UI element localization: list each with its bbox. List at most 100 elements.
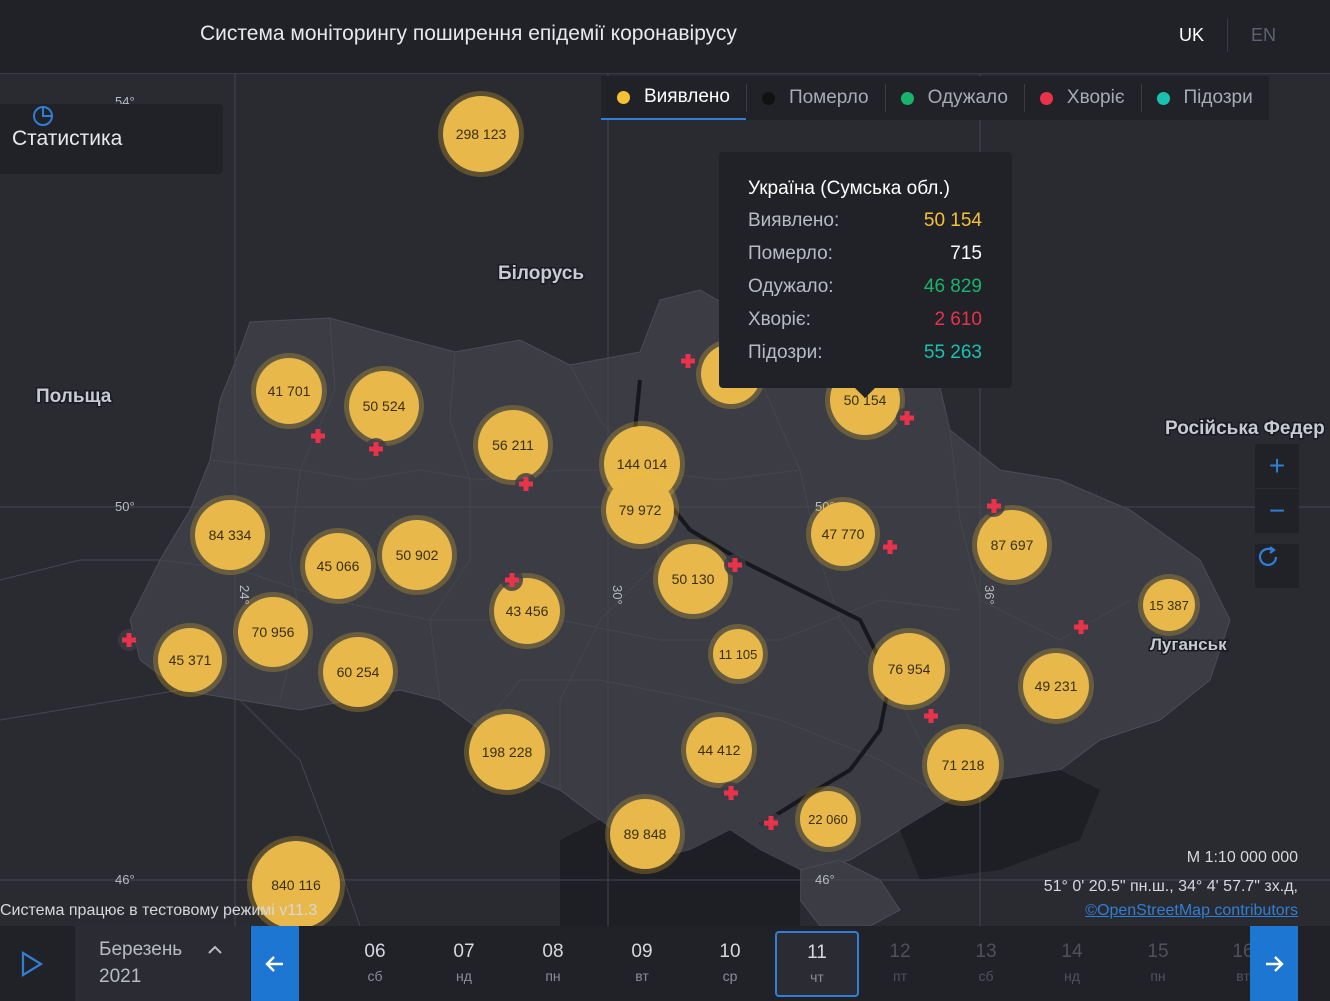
cluster-bubble — [382, 520, 452, 590]
cluster-bubble — [443, 96, 519, 172]
day-09[interactable]: 09 вт — [607, 926, 677, 1001]
filter-dot — [1039, 91, 1053, 105]
cross-icon — [315, 429, 321, 443]
cluster-count: 71 218 — [942, 757, 985, 773]
case-cluster[interactable]: 50 130 — [653, 539, 733, 619]
statistics-button[interactable]: Статистика — [0, 104, 223, 174]
hospital-marker — [720, 782, 742, 804]
case-cluster[interactable]: 50 902 — [377, 515, 457, 595]
case-cluster[interactable]: 198 228 — [464, 709, 550, 795]
case-cluster[interactable]: 45 371 — [153, 623, 227, 697]
refresh-icon — [1258, 546, 1278, 566]
day-10[interactable]: 10 ср — [695, 926, 765, 1001]
zoom-out-button[interactable]: − — [1255, 489, 1299, 533]
case-cluster[interactable]: 22 060 — [795, 786, 861, 852]
hospital-marker — [879, 536, 901, 558]
lang-en-button[interactable]: EN — [1251, 25, 1277, 45]
hospital-marker — [920, 705, 942, 727]
cluster-count: 50 524 — [363, 398, 406, 414]
cursor-coordinates: 51° 0' 20.5" пн.ш., 34° 4' 57.7" зх.д, — [1043, 878, 1298, 895]
case-cluster[interactable]: 43 456 — [489, 573, 565, 649]
cluster-count: 45 066 — [317, 558, 360, 574]
day-14[interactable]: 14 нд — [1037, 926, 1107, 1001]
day-15[interactable]: 15 пн — [1123, 926, 1193, 1001]
case-cluster[interactable]: 44 412 — [681, 712, 757, 788]
case-cluster[interactable]: 50 524 — [344, 366, 424, 446]
case-cluster[interactable]: 41 701 — [251, 353, 327, 429]
cluster-count: 56 211 — [492, 437, 534, 453]
filter-recovered[interactable]: Одужало — [884, 76, 1024, 120]
cluster-count: 44 412 — [698, 742, 741, 758]
day-number: 11 — [807, 942, 827, 963]
minus-icon: − — [1268, 495, 1286, 526]
case-cluster[interactable]: 45 066 — [300, 528, 376, 604]
cluster-count: 50 902 — [396, 547, 439, 563]
filter-label: Одужало — [927, 87, 1008, 108]
filter-label: Підозри — [1183, 87, 1253, 108]
play-button[interactable] — [0, 926, 63, 1001]
day-07[interactable]: 07 нд — [429, 926, 499, 1001]
cross-icon — [373, 442, 379, 456]
tooltip-row: Одужало: 46 829 — [748, 276, 982, 298]
case-cluster[interactable]: 56 211 — [473, 405, 553, 485]
case-clusters[interactable]: 298 123 41 701 50 524 56 211 144 014 79 972 84… — [153, 91, 1200, 926]
app-title: Система моніторингу поширення епідемії к… — [200, 22, 737, 45]
month-selector[interactable]: Березень 2021 — [75, 926, 250, 1001]
filter-suspected[interactable]: Підозри — [1140, 76, 1269, 120]
lon-label: 30° — [610, 585, 625, 605]
tooltip-row: Підозри: 55 263 — [748, 342, 982, 364]
case-cluster[interactable]: 79 972 — [601, 471, 679, 549]
case-cluster[interactable]: 298 123 — [438, 91, 524, 177]
case-cluster[interactable]: 89 848 — [605, 794, 685, 874]
cluster-bubble — [469, 714, 545, 790]
case-cluster[interactable]: 840 116 — [247, 836, 345, 926]
zoom-in-button[interactable]: + — [1255, 444, 1299, 488]
filter-sick[interactable]: Хворіє — [1023, 76, 1141, 120]
day-number: 08 — [542, 941, 564, 962]
lang-uk-button[interactable]: UK — [1179, 25, 1205, 45]
day-06[interactable]: 06 сб — [340, 926, 410, 1001]
timeline-bar: Березень 2021 06 сб 07 нд 08 пн 09 вт 10 ср 11 чт 12… — [0, 926, 1330, 1001]
chevron-up-icon — [208, 945, 222, 954]
case-cluster[interactable]: 87 697 — [972, 505, 1052, 585]
day-13[interactable]: 13 сб — [951, 926, 1021, 1001]
case-cluster[interactable]: 11 105 — [708, 624, 768, 684]
case-cluster[interactable]: 60 254 — [318, 632, 398, 712]
day-11[interactable]: 11 чт — [775, 931, 859, 997]
day-12[interactable]: 12 пт — [865, 926, 935, 1001]
osm-attribution-link[interactable]: ©OpenStreetMap contributors — [1085, 902, 1298, 919]
cluster-bubble — [238, 597, 308, 667]
filter-dot — [1156, 91, 1170, 105]
prev-day-button[interactable] — [251, 926, 299, 1001]
case-cluster[interactable]: 71 218 — [922, 724, 1004, 806]
tooltip-value: 46 829 — [923, 276, 982, 297]
case-cluster[interactable]: 84 334 — [190, 495, 270, 575]
azov-sea — [900, 770, 1100, 880]
day-16[interactable]: 16 вт — [1208, 926, 1278, 1001]
map-canvas: 54° 50° 50° 46° 46° 24° 30° 36° Польща Б… — [0, 74, 1330, 926]
cluster-bubble — [713, 629, 763, 679]
filter-detected[interactable]: Виявлено — [601, 76, 746, 120]
case-cluster[interactable]: 47 770 — [806, 497, 880, 571]
map[interactable]: 54° 50° 50° 46° 46° 24° 30° 36° Польща Б… — [0, 74, 1330, 926]
tooltip-label: Виявлено: — [748, 210, 840, 231]
filter-deaths[interactable]: Померло — [745, 76, 885, 120]
city-label: Луганськ — [1150, 635, 1227, 654]
cluster-bubble — [195, 500, 265, 570]
case-cluster[interactable]: 70 956 — [233, 592, 313, 672]
country-labels: Польща Білорусь Російська Федер Луганськ — [35, 262, 1327, 656]
cluster-bubble — [252, 841, 340, 926]
reset-view-button[interactable] — [1255, 544, 1299, 588]
cluster-count: 70 956 — [252, 624, 295, 640]
next-day-button[interactable] — [1250, 926, 1298, 1001]
case-cluster[interactable]: 15 387 — [1138, 574, 1200, 636]
day-08[interactable]: 08 пн — [518, 926, 588, 1001]
header: Система моніторингу поширення епідемії к… — [0, 0, 1330, 74]
cluster-bubble — [873, 633, 945, 705]
hospital-marker — [118, 629, 140, 651]
cluster-bubble — [811, 502, 875, 566]
case-cluster[interactable]: 76 954 — [868, 628, 950, 710]
day-number: 12 — [889, 941, 911, 962]
case-cluster[interactable]: 49 231 — [1018, 648, 1094, 724]
country-label: Російська Федер — [1165, 418, 1325, 439]
